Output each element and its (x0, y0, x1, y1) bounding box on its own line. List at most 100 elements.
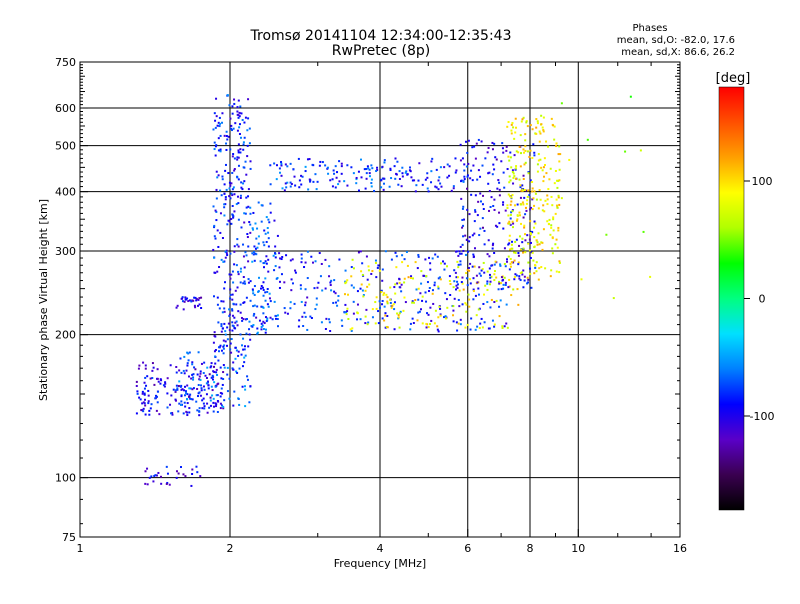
data-point (196, 395, 199, 398)
data-point (219, 212, 222, 215)
data-point (523, 163, 526, 166)
data-point (411, 300, 414, 303)
data-point (444, 315, 447, 318)
data-point (487, 327, 490, 330)
data-point (237, 178, 240, 181)
data-point (371, 308, 374, 311)
data-point (218, 125, 221, 128)
data-point (140, 409, 143, 412)
data-point (551, 236, 554, 239)
data-point (231, 314, 234, 317)
data-point (457, 254, 460, 257)
data-point (239, 267, 242, 270)
data-point (468, 269, 471, 272)
data-point (221, 383, 224, 386)
data-point (460, 281, 463, 284)
data-point (427, 290, 430, 293)
data-point (171, 411, 174, 414)
data-point (212, 341, 215, 344)
data-point (535, 126, 538, 129)
data-point (380, 291, 383, 294)
data-point (216, 373, 219, 376)
data-point (560, 102, 563, 105)
data-point (263, 322, 266, 325)
data-point (533, 246, 536, 249)
data-point (398, 326, 401, 329)
data-point (178, 380, 181, 383)
data-point (360, 283, 363, 286)
data-point (477, 293, 480, 296)
data-point (174, 389, 177, 392)
data-point (214, 119, 217, 122)
data-point (457, 298, 460, 301)
data-point (507, 121, 510, 124)
data-point (519, 186, 522, 189)
data-point (542, 166, 545, 169)
data-point (374, 301, 377, 304)
data-point (359, 158, 362, 161)
data-point (355, 176, 358, 179)
data-point (214, 209, 217, 212)
data-point (459, 260, 462, 263)
data-point (519, 272, 522, 275)
data-point (224, 169, 227, 172)
data-point (367, 167, 370, 170)
data-point (381, 268, 384, 271)
data-point (531, 251, 534, 254)
data-point (518, 145, 521, 148)
data-point (506, 168, 509, 171)
data-point (493, 279, 496, 282)
data-point (231, 213, 234, 216)
data-point (209, 404, 212, 407)
data-point (511, 169, 514, 172)
data-point (524, 133, 527, 136)
data-point (345, 313, 348, 316)
data-point (332, 301, 335, 304)
data-point (409, 322, 412, 325)
data-point (504, 209, 507, 212)
data-point (540, 166, 543, 169)
data-point (278, 286, 281, 289)
data-point (181, 388, 184, 391)
data-point (198, 410, 201, 413)
data-point (488, 255, 491, 258)
data-point (188, 397, 191, 400)
data-point (262, 294, 265, 297)
data-point (232, 186, 235, 189)
data-point (500, 160, 503, 163)
data-point (509, 248, 512, 251)
stats-line-o: mean, sd,O: -82.0, 17.6 (617, 35, 735, 46)
data-point (375, 296, 378, 299)
data-point (229, 184, 232, 187)
data-point (191, 398, 194, 401)
data-point (215, 403, 218, 406)
data-point (437, 179, 440, 182)
data-point (309, 315, 312, 318)
data-point (383, 161, 386, 164)
data-point (509, 262, 512, 265)
data-point (367, 321, 370, 324)
data-point (439, 166, 442, 169)
data-point (398, 177, 401, 180)
data-point (541, 169, 544, 172)
data-point (374, 322, 377, 325)
data-point (229, 288, 232, 291)
data-point (228, 377, 231, 380)
data-point (220, 377, 223, 380)
data-point (249, 212, 252, 215)
data-point (245, 318, 248, 321)
data-point (424, 178, 427, 181)
data-point (292, 168, 295, 171)
data-point (466, 187, 469, 190)
data-point (251, 288, 254, 291)
data-point (557, 226, 560, 229)
data-point (186, 393, 189, 396)
data-point (350, 284, 353, 287)
data-point (235, 349, 238, 352)
data-point (544, 199, 547, 202)
data-point (244, 318, 247, 321)
data-point (394, 251, 397, 254)
data-point (463, 169, 466, 172)
data-point (266, 303, 269, 306)
data-point (252, 289, 255, 292)
